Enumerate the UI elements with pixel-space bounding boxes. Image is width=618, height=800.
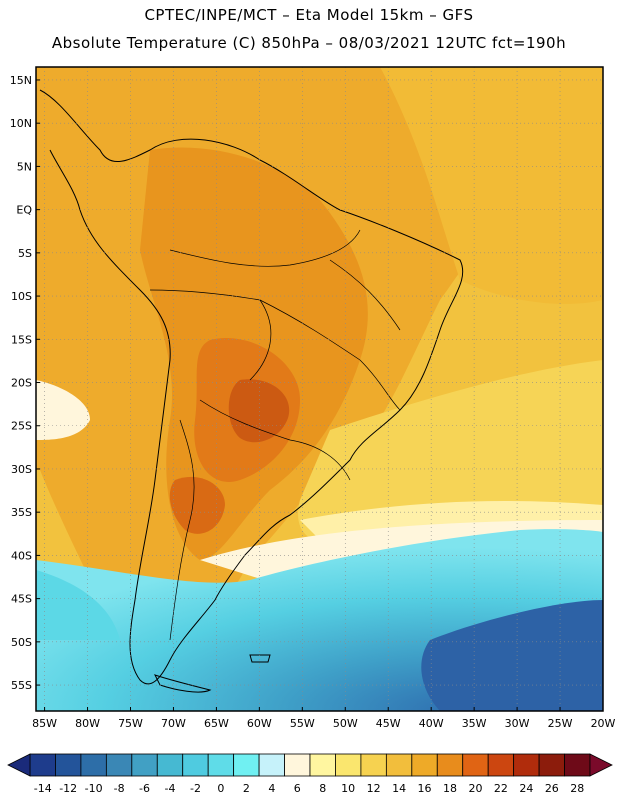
- lat-label: 10N: [10, 117, 32, 130]
- colorbar-swatch: [105, 753, 133, 777]
- lon-label: 50W: [333, 717, 358, 730]
- lat-label: 55S: [11, 679, 32, 692]
- lon-label: 75W: [118, 717, 143, 730]
- field-cold-west: [36, 570, 120, 640]
- colorbar-label: -2: [190, 782, 201, 795]
- field-pale-west: [36, 380, 90, 440]
- lon-label: 60W: [247, 717, 272, 730]
- lat-label: 20S: [11, 377, 32, 390]
- borders: [149, 229, 401, 641]
- lon-label: 25W: [548, 717, 573, 730]
- colorbar-swatch: [462, 753, 489, 777]
- falklands: [249, 654, 271, 663]
- colorbar-swatch: [309, 753, 336, 777]
- lon-label: 45W: [376, 717, 401, 730]
- colorbar-label: -8: [114, 782, 125, 795]
- colorbar-swatch: [284, 753, 311, 777]
- temperature-field: [36, 67, 603, 711]
- colorbar-label: 0: [217, 782, 224, 795]
- colorbar-swatch: [436, 753, 464, 777]
- coastlines: [39, 89, 464, 693]
- colorbar-label: 16: [418, 782, 432, 795]
- lon-label: 30W: [505, 717, 530, 730]
- field-ocean-14: [298, 360, 603, 544]
- colorbar-swatch: [156, 753, 184, 777]
- colorbar-label: -4: [165, 782, 176, 795]
- field-warm-20b: [169, 476, 225, 534]
- colorbar-label: -12: [59, 782, 77, 795]
- lat-label: 50S: [11, 636, 32, 649]
- latitude-axis: 15N 10N 5N EQ 5S 10S 15S 20S 25S 30S 35S 40S 45S 50S 5…: [10, 74, 40, 692]
- colorbar-swatch: [258, 753, 285, 777]
- title-line-2: Absolute Temperature (C) 850hPa – 08/03/…: [51, 34, 567, 52]
- colorbar-label: -10: [85, 782, 103, 795]
- colorbar-label: 26: [545, 782, 559, 795]
- colorbar-label: 4: [268, 782, 275, 795]
- colorbar-swatch: [538, 753, 565, 777]
- lon-label: 35W: [462, 717, 487, 730]
- colorbar-label: 24: [519, 782, 533, 795]
- lon-label: 80W: [75, 717, 100, 730]
- colorbar-label: 12: [367, 782, 381, 795]
- lat-label: 45S: [11, 593, 32, 606]
- colorbar-label: 10: [341, 782, 355, 795]
- colorbar-label: 18: [443, 782, 457, 795]
- colorbar-swatch: [335, 753, 362, 777]
- lat-label: 5S: [18, 247, 32, 260]
- lon-label: 20W: [591, 717, 616, 730]
- colorbar-swatch: [564, 753, 591, 777]
- colorbar-label: -6: [139, 782, 150, 795]
- field-ocean-north: [380, 67, 603, 304]
- tierra-del-fuego: [154, 674, 212, 693]
- lat-label: 30S: [11, 463, 32, 476]
- colorbar-swatch: [29, 753, 56, 777]
- colorbar: -14 -12 -10 -8 -6 -4 -2 0 2 4 6 8 10 12 14 16 18 20 22 24 26…: [7, 753, 613, 795]
- colorbar-swatch: [182, 753, 209, 777]
- colorbar-swatch: [513, 753, 540, 777]
- graticule: [36, 67, 604, 711]
- lon-label: 85W: [32, 717, 57, 730]
- field-cold-core: [421, 600, 603, 711]
- colorbar-label: 6: [294, 782, 301, 795]
- map-frame: [35, 66, 604, 712]
- lat-label: 10S: [11, 290, 32, 303]
- south-america-coast: [39, 89, 464, 685]
- lat-label: EQ: [16, 204, 32, 217]
- colorbar-swatch: [385, 753, 413, 777]
- colorbar-label: 8: [319, 782, 326, 795]
- colorbar-swatch: [55, 753, 82, 777]
- lat-label: 5N: [17, 160, 32, 173]
- lat-label: 15N: [10, 74, 32, 87]
- colorbar-max-arrow: [589, 753, 613, 777]
- colorbar-swatch: [131, 753, 158, 777]
- lon-label: 55W: [290, 717, 315, 730]
- lat-label: 25S: [11, 420, 32, 433]
- longitude-axis: 85W 80W 75W 70W 65W 60W 55W 50W 45W 40W 35W 30W 25W 2…: [32, 707, 616, 730]
- colorbar-swatch: [487, 753, 515, 777]
- lon-label: 70W: [161, 717, 186, 730]
- colorbar-label: -14: [34, 782, 52, 795]
- colorbar-label: 2: [243, 782, 250, 795]
- lon-label: 65W: [204, 717, 229, 730]
- lat-label: 35S: [11, 506, 32, 519]
- lat-label: 15S: [11, 333, 32, 346]
- colorbar-swatch: [411, 753, 438, 777]
- colorbar-label: 14: [392, 782, 406, 795]
- colorbar-swatch: [207, 753, 235, 777]
- field-warm-22: [228, 379, 290, 443]
- colorbar-swatch: [360, 753, 387, 777]
- colorbar-min-arrow: [7, 753, 31, 777]
- colorbar-swatch: [80, 753, 107, 777]
- title-line-1: CPTEC/INPE/MCT – Eta Model 15km – GFS: [144, 6, 474, 24]
- colorbar-label: 22: [494, 782, 508, 795]
- colorbar-label: 20: [468, 782, 482, 795]
- lon-label: 40W: [419, 717, 444, 730]
- colorbar-label: 28: [570, 782, 584, 795]
- lat-label: 40S: [11, 549, 32, 562]
- colorbar-swatch: [233, 753, 260, 777]
